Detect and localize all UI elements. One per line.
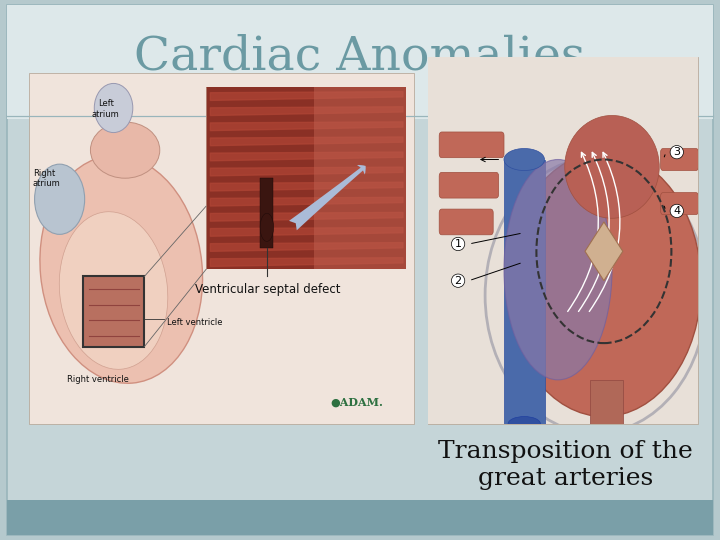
Text: ●ADAM.: ●ADAM. (330, 397, 383, 408)
Text: Left
atrium: Left atrium (92, 99, 120, 118)
Ellipse shape (504, 148, 544, 171)
Text: Cardiac Anomalies: Cardiac Anomalies (135, 34, 585, 79)
Ellipse shape (508, 416, 541, 431)
Polygon shape (585, 222, 623, 281)
Circle shape (353, 111, 367, 122)
Ellipse shape (504, 159, 612, 380)
Ellipse shape (91, 122, 160, 178)
Bar (590, 380, 623, 424)
FancyBboxPatch shape (660, 193, 698, 214)
Circle shape (340, 101, 380, 131)
Text: 4: 4 (673, 206, 680, 216)
Bar (260, 178, 274, 248)
Ellipse shape (94, 83, 132, 132)
Ellipse shape (564, 116, 660, 218)
FancyBboxPatch shape (439, 209, 493, 235)
Bar (7, 500, 713, 535)
Bar (206, 87, 406, 269)
FancyBboxPatch shape (439, 172, 498, 198)
FancyBboxPatch shape (439, 132, 504, 158)
Text: 3: 3 (673, 147, 680, 157)
Ellipse shape (507, 152, 701, 416)
Bar (7, 5, 713, 119)
Text: 1: 1 (454, 239, 462, 249)
Ellipse shape (260, 213, 274, 241)
Bar (314, 87, 406, 269)
Bar (428, 57, 698, 424)
Bar (83, 276, 145, 347)
Text: Ventricular septal defect: Ventricular septal defect (195, 284, 341, 296)
Text: Right ventricle: Right ventricle (67, 375, 129, 384)
Ellipse shape (35, 164, 85, 234)
FancyBboxPatch shape (660, 148, 698, 171)
Ellipse shape (59, 212, 168, 369)
Ellipse shape (40, 156, 202, 383)
Text: Left ventricle: Left ventricle (168, 318, 223, 327)
Bar (504, 159, 544, 424)
Text: Right
atrium: Right atrium (32, 168, 60, 188)
Text: 2: 2 (454, 276, 462, 286)
Text: Transposition of the
great arteries: Transposition of the great arteries (438, 440, 693, 490)
Bar (29, 73, 414, 424)
